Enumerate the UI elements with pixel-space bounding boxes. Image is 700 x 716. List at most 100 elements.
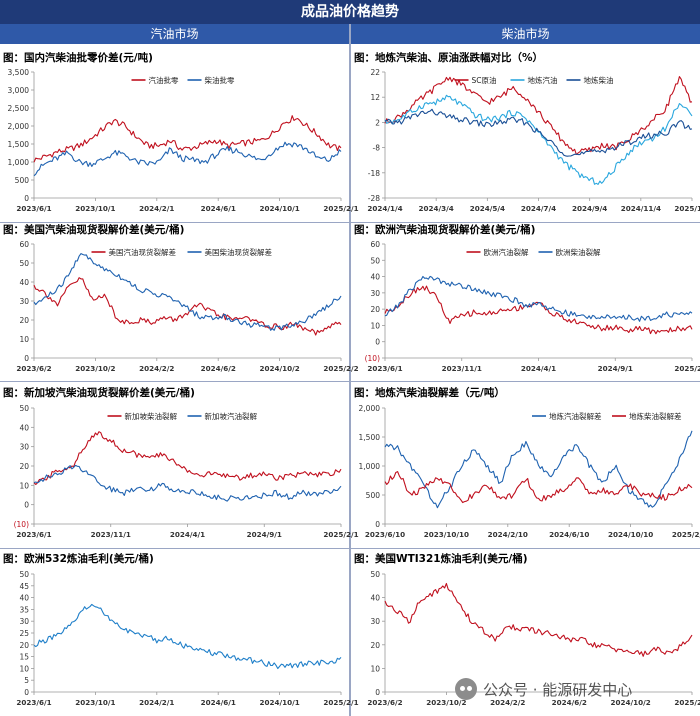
series-line: [33, 603, 342, 670]
chart-title: 图：地炼汽柴油、原油涨跌幅对比（%）: [354, 52, 544, 64]
y-tick-label: 50: [19, 570, 29, 579]
row-divider: [0, 548, 700, 549]
y-tick-label: 30: [19, 297, 29, 306]
y-tick-label: 15: [19, 653, 29, 662]
y-tick-label: 50: [370, 256, 380, 265]
x-tick-label: 2023/11/1: [442, 364, 482, 373]
series-line: [384, 108, 693, 157]
y-tick-label: -18: [368, 169, 380, 178]
y-tick-label: 20: [19, 316, 29, 325]
chart-us-crack-spread: 0 10 20 30 40 50 60 2023/6/2 2023/10/2 2024/2/2 20…: [16, 240, 358, 373]
y-tick-label: 2: [375, 118, 380, 127]
chart-title: 图：地炼汽柴油裂解差（元/吨）: [354, 387, 505, 399]
y-tick-label: 30: [370, 289, 380, 298]
x-tick-label: 2024/5/4: [470, 204, 505, 213]
series-line: [33, 253, 342, 331]
y-tick-label: 3,000: [8, 86, 30, 95]
legend-label: 地炼汽油裂解差: [549, 411, 602, 421]
series-line: [33, 464, 342, 502]
y-tick-label: 40: [19, 423, 29, 432]
y-tick-label: 1,000: [8, 158, 30, 167]
legend-label: SC原油: [472, 75, 497, 85]
y-tick-label: 0: [24, 688, 29, 697]
y-tick-label: 500: [15, 176, 30, 185]
chart-title: 图：欧洲汽柴油现货裂解价差(美元/桶): [354, 224, 536, 236]
series-line: [384, 285, 693, 335]
y-tick-label: 0: [375, 338, 380, 347]
x-tick-label: 2023/10/10: [424, 530, 469, 539]
x-tick-label: 2024/10/1: [259, 698, 299, 707]
chart-local-refinery-crack: 0 500 1,000 1,500 2,000 2023/6/10 2023/10/10 20…: [359, 404, 700, 539]
series-line: [384, 94, 693, 185]
x-tick-label: 2023/6/1: [16, 204, 51, 213]
y-tick-label: -28: [368, 194, 380, 203]
y-tick-label: 12: [370, 93, 380, 102]
x-tick-label: 2023/11/1: [91, 530, 131, 539]
series-line: [384, 471, 693, 504]
y-tick-label: 40: [19, 594, 29, 603]
x-tick-label: 2024/9/1: [247, 530, 282, 539]
x-tick-label: 2025/2/1: [674, 364, 700, 373]
x-tick-label: 2025/2/1: [323, 698, 358, 707]
x-tick-label: 2023/10/2: [426, 698, 466, 707]
x-tick-label: 2025/2/10: [672, 530, 700, 539]
section-gasoline-market: 汽油市场: [0, 24, 349, 44]
y-tick-label: 500: [366, 491, 381, 500]
y-tick-label: 45: [19, 582, 29, 591]
series-line: [33, 141, 342, 177]
column-divider: [349, 24, 351, 716]
y-tick-label: 2,500: [8, 104, 30, 113]
y-tick-label: 20: [370, 305, 380, 314]
x-tick-label: 2024/6/2: [552, 698, 587, 707]
y-tick-label: 1,000: [359, 462, 381, 471]
y-tick-label: 40: [19, 278, 29, 287]
y-tick-label: 50: [19, 259, 29, 268]
y-tick-label: 25: [19, 629, 29, 638]
y-tick-label: 0: [375, 520, 380, 529]
x-tick-label: 2024/1/4: [367, 204, 402, 213]
x-tick-label: 2024/2/1: [139, 698, 174, 707]
x-tick-label: 2024/2/10: [488, 530, 528, 539]
chart-title: 图：国内汽柴油批零价差(元/吨): [3, 52, 153, 64]
watermark-text: 公众号 · 能源研发中心: [483, 680, 633, 699]
chart-domestic-retail-spread: 0 500 1,000 1,500 2,000 2,500 3,000 3,500 2023/6…: [8, 68, 359, 213]
y-tick-label: 3,500: [8, 68, 30, 77]
chart-us-wti321-margin: 0 10 20 30 40 50 2023/6/2 2023/10/2 2024/2/2 2024…: [367, 570, 700, 707]
y-tick-label: 2,000: [8, 122, 30, 131]
legend-label: 新加坡汽油裂解: [205, 411, 258, 421]
x-tick-label: 2024/10/2: [610, 698, 650, 707]
x-tick-label: 2023/6/10: [365, 530, 405, 539]
y-tick-label: 60: [19, 240, 29, 249]
x-tick-label: 2024/2/2: [490, 698, 525, 707]
chart-title: 图：新加坡汽柴油现货裂解价差(美元/桶): [3, 387, 195, 399]
y-tick-label: 30: [19, 617, 29, 626]
chart-europe-crack-spread: (10) 0 10 20 30 40 50 60 2023/6/1 2023/11/1 2024/4…: [365, 240, 700, 373]
row-divider: [0, 381, 700, 382]
x-tick-label: 2025/2/1: [323, 204, 358, 213]
y-tick-label: (10): [14, 520, 29, 529]
x-tick-label: 2024/9/4: [572, 204, 607, 213]
x-tick-label: 2024/6/10: [549, 530, 589, 539]
chart-singapore-crack-spread: (10) 0 10 20 30 40 50 2023/6/1 2023/11/1 2024/4/1…: [14, 404, 359, 539]
x-tick-label: 2024/2/2: [139, 364, 174, 373]
series-line: [384, 582, 693, 657]
y-tick-label: 35: [19, 605, 29, 614]
y-tick-label: 20: [19, 641, 29, 650]
y-tick-label: 50: [370, 570, 380, 579]
section-diesel-market: 柴油市场: [351, 24, 700, 44]
series-line: [384, 76, 693, 156]
y-tick-label: 0: [24, 354, 29, 363]
series-line: [384, 430, 693, 509]
series-line: [33, 115, 342, 163]
y-tick-label: 0: [24, 194, 29, 203]
y-tick-label: 30: [19, 443, 29, 452]
x-tick-label: 2024/3/4: [419, 204, 454, 213]
x-tick-label: 2024/4/1: [170, 530, 205, 539]
chart-title: 图：美国WTI321炼油毛利(美元/桶): [354, 553, 528, 565]
y-tick-label: 10: [19, 664, 29, 673]
y-tick-label: 40: [370, 273, 380, 282]
y-tick-label: (10): [365, 354, 380, 363]
x-tick-label: 2023/6/1: [16, 698, 51, 707]
y-tick-label: 40: [370, 594, 380, 603]
y-tick-label: 20: [19, 462, 29, 471]
